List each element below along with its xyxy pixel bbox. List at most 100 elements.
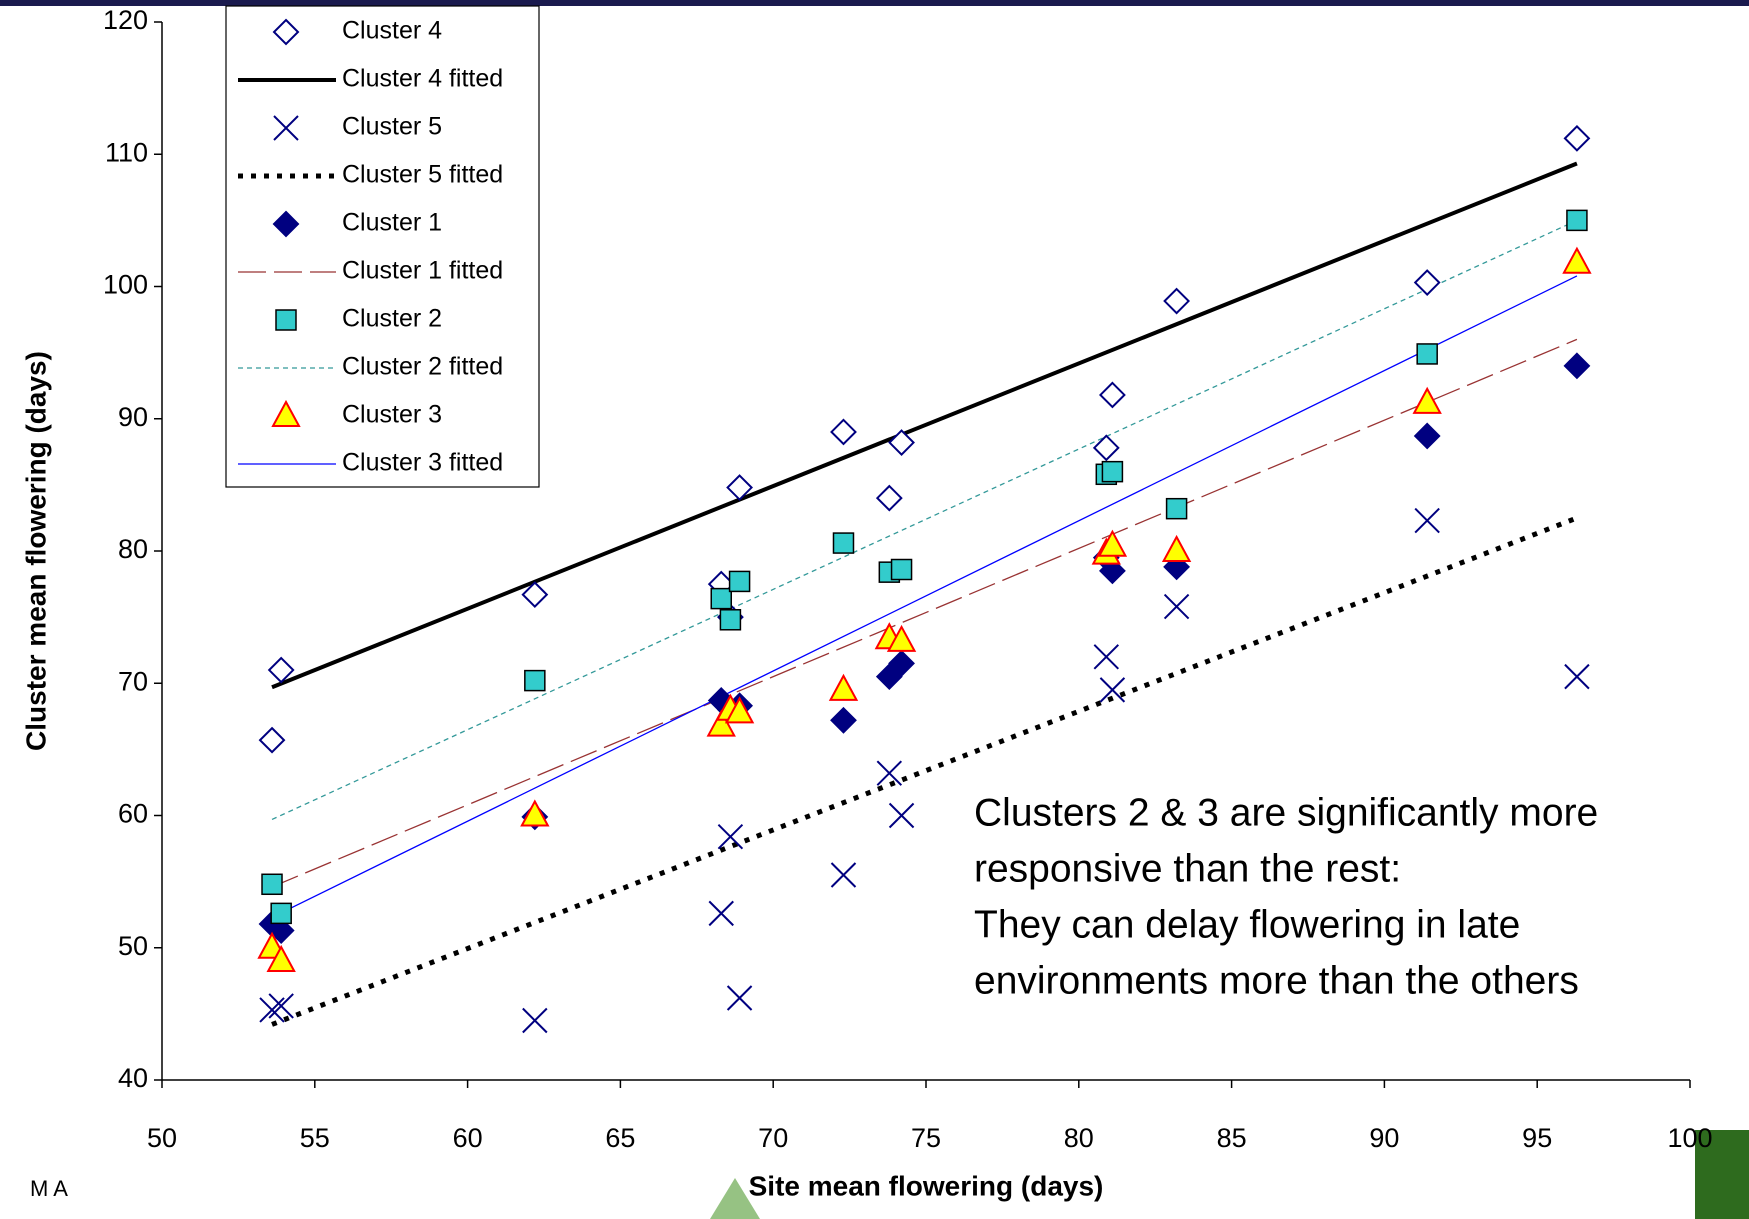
point — [717, 823, 744, 850]
x-tick-label: 55 — [300, 1123, 330, 1153]
legend-box — [225, 5, 540, 488]
point — [724, 696, 755, 724]
point — [520, 799, 550, 827]
point — [1564, 663, 1590, 690]
point — [1099, 677, 1126, 703]
point — [1562, 246, 1592, 274]
point — [1099, 381, 1126, 409]
point — [1097, 529, 1128, 557]
y-tick-label: 110 — [105, 137, 148, 167]
point — [726, 474, 753, 501]
x-tick-label: 75 — [911, 1123, 941, 1153]
x-tick-label: 60 — [453, 1123, 483, 1153]
annotation: They can delay flowering in late — [974, 903, 1520, 946]
point — [875, 663, 903, 691]
point — [832, 532, 855, 554]
fitted-line — [271, 161, 1578, 690]
point — [828, 673, 859, 701]
point — [888, 649, 915, 677]
top-bar — [0, 0, 1749, 6]
point — [888, 429, 915, 456]
point — [275, 309, 297, 331]
logo-image — [1695, 1130, 1749, 1219]
point — [1414, 507, 1440, 534]
point — [1566, 209, 1588, 232]
point — [1563, 124, 1591, 152]
y-axis-title: Cluster mean flowering (days) — [20, 351, 51, 751]
point — [875, 484, 903, 512]
point — [708, 900, 734, 927]
point — [830, 706, 857, 734]
x-tick-label: 85 — [1217, 1123, 1247, 1153]
point — [728, 570, 751, 593]
y-tick-label: 120 — [103, 5, 148, 35]
x-tick-label: 70 — [758, 1123, 788, 1153]
logo-center — [710, 1178, 760, 1219]
point — [1416, 343, 1438, 365]
y-tick-label: 70 — [118, 666, 148, 696]
legend-label: Cluster 2 — [342, 305, 442, 333]
legend-label: Cluster 5 — [342, 113, 442, 141]
x-tick-label: 100 — [1667, 1123, 1712, 1153]
point — [710, 587, 732, 610]
point — [719, 609, 742, 631]
fitted-line — [271, 515, 1578, 1027]
point — [1161, 534, 1192, 562]
point — [1093, 644, 1120, 670]
point — [524, 669, 546, 692]
legend-label: Cluster 4 fitted — [342, 65, 503, 93]
y-tick-label: 90 — [118, 402, 148, 432]
y-tick-label: 50 — [118, 931, 148, 961]
annotation: environments more than the others — [974, 959, 1579, 1002]
point — [726, 985, 753, 1011]
point — [267, 656, 295, 684]
legend: Cluster 4 Cluster 4 fitted Cluster 5 Cluste… — [225, 5, 540, 488]
point — [272, 210, 300, 238]
x-tick-label: 80 — [1064, 1123, 1094, 1153]
point — [1092, 434, 1120, 462]
logo-left: M A — [30, 1176, 68, 1201]
point — [1165, 497, 1188, 520]
y-tick-label: 40 — [118, 1063, 148, 1093]
point — [888, 802, 915, 829]
legend-label: Cluster 3 — [342, 401, 442, 429]
point — [1563, 352, 1591, 380]
x-axis-title: Site mean flowering (days) — [749, 1170, 1104, 1201]
point — [271, 399, 301, 427]
point — [1101, 460, 1124, 483]
legend-label: Cluster 1 — [342, 209, 442, 237]
point — [267, 917, 295, 944]
annotation: responsive than the rest: — [974, 847, 1401, 890]
legend-label: Cluster 5 fitted — [342, 161, 503, 189]
point — [522, 1007, 548, 1034]
point — [258, 726, 286, 754]
point — [830, 418, 857, 446]
point — [1099, 557, 1126, 585]
point — [1163, 287, 1191, 315]
point — [876, 760, 903, 786]
fitted-line — [271, 338, 1578, 888]
y-tick-label: 60 — [118, 799, 148, 829]
point — [706, 709, 736, 737]
point — [266, 944, 296, 972]
point — [268, 993, 294, 1019]
point — [261, 873, 283, 896]
x-tick-label: 90 — [1369, 1123, 1399, 1153]
x-tick-label: 50 — [147, 1123, 177, 1153]
point — [270, 902, 292, 925]
legend-label: Cluster 1 fitted — [342, 257, 503, 285]
legend-label: Cluster 4 — [342, 17, 442, 45]
fitted-line — [271, 275, 1578, 918]
point — [886, 624, 917, 652]
point — [521, 581, 549, 609]
x-tick-label: 65 — [605, 1123, 635, 1153]
point — [1412, 386, 1442, 414]
point — [1413, 269, 1441, 296]
point — [1413, 422, 1441, 450]
y-tick-label: 80 — [118, 534, 148, 564]
legend-label: Cluster 2 fitted — [342, 353, 503, 381]
x-tick-label: 95 — [1522, 1123, 1552, 1153]
y-tick-label: 100 — [103, 270, 148, 300]
